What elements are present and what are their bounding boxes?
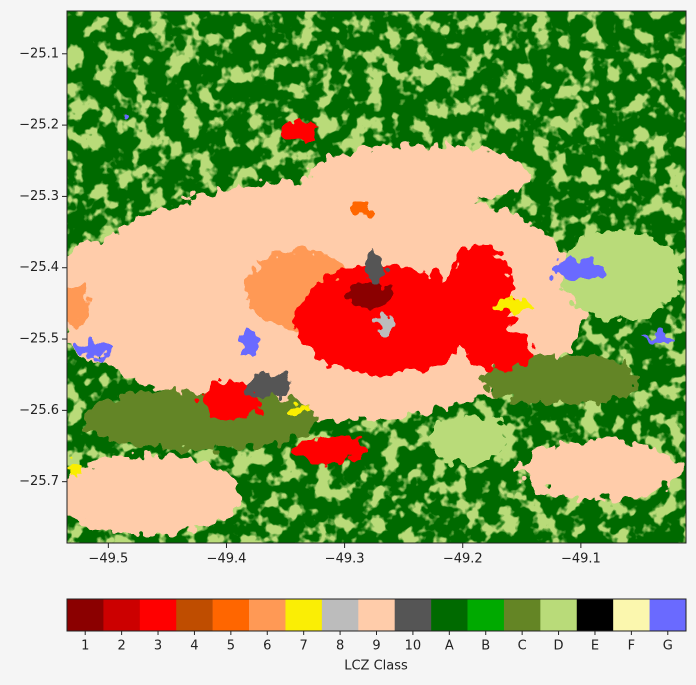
lcz-patch bbox=[295, 436, 365, 464]
lcz-patch bbox=[280, 120, 320, 140]
lcz-patch bbox=[350, 205, 370, 215]
colorbar-swatch bbox=[249, 599, 286, 631]
lcz-patch bbox=[248, 373, 292, 397]
lcz-patch bbox=[242, 329, 258, 361]
colorbar-tick-label: E bbox=[591, 639, 599, 654]
colorbar-tick-label: 2 bbox=[117, 639, 125, 654]
colorbar-tick-label: C bbox=[518, 639, 527, 654]
colorbar-swatch bbox=[540, 599, 578, 631]
lcz-patch bbox=[67, 240, 120, 360]
y-tick-label: −25.1 bbox=[19, 46, 59, 61]
lcz-raster bbox=[67, 11, 686, 543]
lcz-patch bbox=[488, 299, 532, 311]
lcz-patch bbox=[465, 330, 535, 370]
colorbar-swatch bbox=[67, 599, 104, 631]
colorbar-swatch bbox=[576, 599, 614, 631]
lcz-patch bbox=[67, 285, 90, 325]
lcz-patch bbox=[445, 245, 515, 355]
colorbar-swatch bbox=[103, 599, 141, 631]
y-tick-label: −25.3 bbox=[19, 189, 59, 204]
colorbar-swatch bbox=[139, 599, 177, 631]
colorbar-tick-label: 1 bbox=[81, 639, 89, 654]
colorbar-swatch bbox=[176, 599, 213, 631]
x-tick-label: −49.5 bbox=[88, 552, 128, 567]
lcz-patch bbox=[365, 255, 385, 285]
x-tick-label: −49.4 bbox=[207, 552, 247, 567]
lcz-patch bbox=[345, 283, 395, 307]
lcz-patch bbox=[200, 380, 260, 420]
colorbar-tick-label: 9 bbox=[372, 639, 380, 654]
x-tick-label: −49.1 bbox=[561, 552, 601, 567]
colorbar-tick-label: D bbox=[554, 639, 564, 654]
y-tick-label: −25.6 bbox=[19, 403, 59, 418]
lcz-patch bbox=[480, 355, 640, 405]
colorbar-swatch bbox=[394, 599, 432, 631]
colorbar-tick-label: 3 bbox=[154, 639, 162, 654]
colorbar-swatch bbox=[649, 599, 687, 631]
colorbar-frame bbox=[66, 598, 687, 632]
colorbar-label: LCZ Class bbox=[344, 659, 408, 674]
colorbar-tick-label: F bbox=[628, 639, 635, 654]
colorbar-swatch bbox=[503, 599, 541, 631]
colorbar-swatch bbox=[358, 599, 396, 631]
lcz-patch bbox=[120, 115, 130, 121]
colorbar-tick-label: G bbox=[663, 639, 673, 654]
colorbar-swatch bbox=[431, 599, 468, 631]
raster-patches bbox=[67, 115, 680, 535]
colorbar: 1 2 3 4 5 6 7 8 9 10 A B C D E F G bbox=[66, 598, 687, 654]
lcz-patch bbox=[377, 313, 393, 337]
lcz-patch bbox=[75, 343, 115, 357]
colorbar-tick-label: 7 bbox=[300, 639, 308, 654]
colorbar-tick-label: 6 bbox=[263, 639, 271, 654]
lcz-patch bbox=[552, 258, 604, 282]
lcz-patch bbox=[560, 230, 680, 320]
colorbar-tick-label: 4 bbox=[190, 639, 198, 654]
y-tick-label: −25.7 bbox=[19, 474, 59, 489]
colorbar-swatch bbox=[285, 599, 323, 631]
y-tick-label: −25.5 bbox=[19, 332, 59, 347]
colorbar-tick-label: B bbox=[481, 639, 490, 654]
plot-frame bbox=[66, 10, 687, 544]
colorbar-swatch bbox=[321, 599, 359, 631]
lcz-patch bbox=[430, 415, 510, 465]
colorbar-swatch bbox=[467, 599, 505, 631]
colorbar-tick-label: 5 bbox=[227, 639, 235, 654]
colorbar-swatch bbox=[212, 599, 250, 631]
lcz-patch bbox=[69, 462, 81, 478]
x-tick-label: −49.3 bbox=[325, 552, 365, 567]
colorbar-swatch bbox=[613, 599, 650, 631]
y-tick-label: −25.2 bbox=[19, 118, 59, 133]
lcz-patch bbox=[80, 390, 320, 450]
colorbar-tick-label: A bbox=[445, 639, 454, 654]
lcz-patch bbox=[67, 455, 240, 535]
colorbar-tick-label: 8 bbox=[336, 639, 344, 654]
colorbar-tick-label: 10 bbox=[405, 639, 422, 654]
lcz-patch bbox=[520, 440, 680, 500]
lcz-patch bbox=[644, 333, 676, 343]
lcz-patch bbox=[290, 405, 310, 415]
lcz-patch bbox=[310, 145, 530, 205]
x-tick-label: −49.2 bbox=[443, 552, 483, 567]
y-tick-label: −25.4 bbox=[19, 260, 59, 275]
